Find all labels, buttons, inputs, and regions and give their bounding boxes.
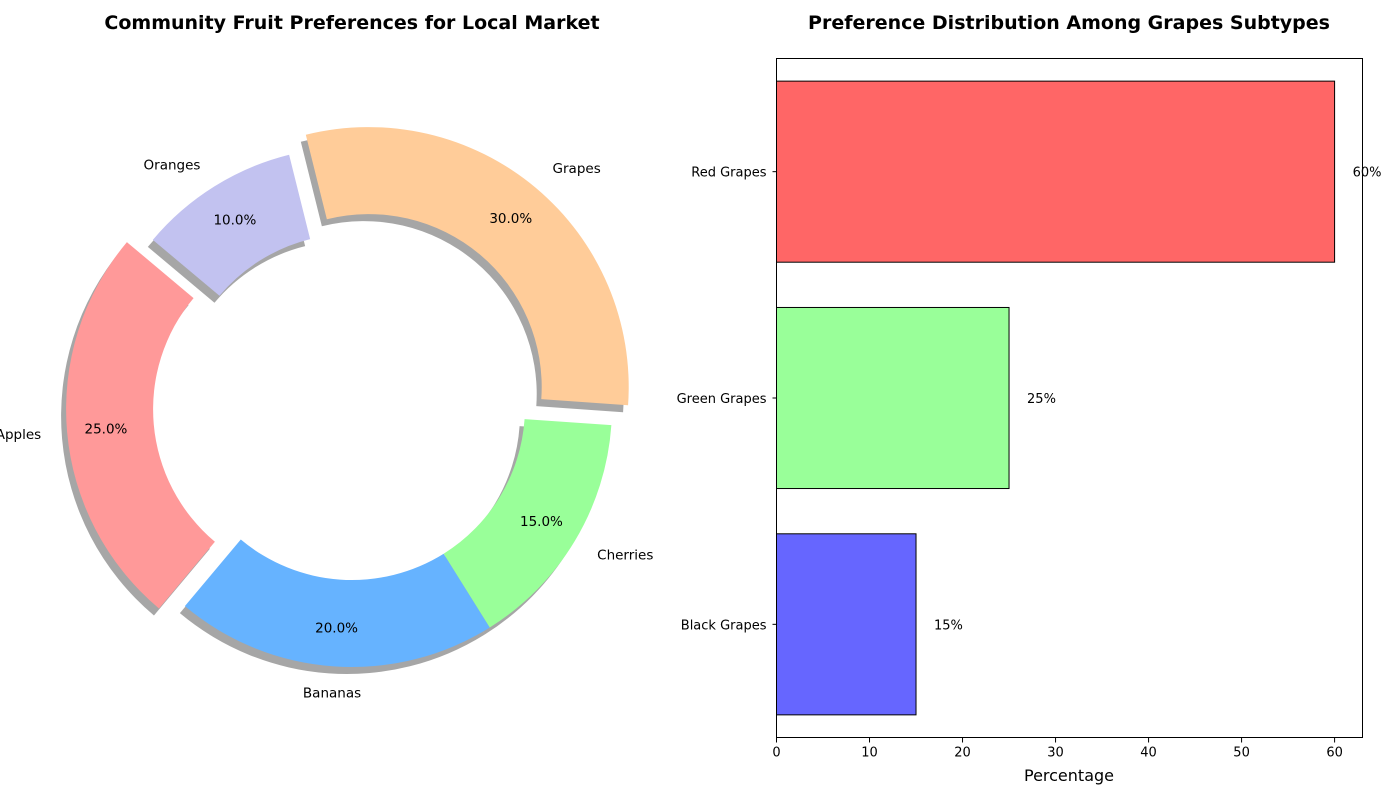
bar-x-tick-label-40: 40 <box>1140 746 1157 761</box>
bar-chart-title: Preference Distribution Among Grapes Sub… <box>808 12 1330 34</box>
bar-category-label-black-grapes: Black Grapes <box>681 618 767 633</box>
pie-pct-label-grapes: 30.0% <box>489 211 532 227</box>
pie-slice-bananas <box>184 539 490 667</box>
bar-x-tick-label-60: 60 <box>1326 746 1343 761</box>
pie-slice-grapes <box>305 127 629 406</box>
bar-x-tick-label-50: 50 <box>1233 746 1250 761</box>
bar-category-labels: Red Grapes Green Grapes Black Grapes <box>677 166 777 633</box>
bar-bars <box>776 80 1336 716</box>
bar-x-tick-label-20: 20 <box>954 746 971 761</box>
pie-labels: Apples 25.0% Bananas 20.0% Cherries 15.0% Grap… <box>0 157 653 701</box>
bar-chart: Preference Distribution Among Grapes Sub… <box>677 12 1382 785</box>
pie-label-oranges: Oranges <box>144 157 201 173</box>
bar-x-tick-label-30: 30 <box>1047 746 1064 761</box>
bar-category-label-green-grapes: Green Grapes <box>677 392 767 407</box>
pie-pct-label-oranges: 10.0% <box>213 213 256 229</box>
pie-pct-label-cherries: 15.0% <box>520 514 563 530</box>
pie-pct-label-bananas: 20.0% <box>315 620 358 636</box>
pie-label-apples: Apples <box>0 427 41 443</box>
pie-slice-apples <box>66 242 215 609</box>
pie-label-grapes: Grapes <box>553 161 601 177</box>
bar-x-tick-label-10: 10 <box>861 746 878 761</box>
bar-value-labels: 60% 25% 15% <box>934 166 1381 634</box>
bar-red-grapes <box>776 80 1336 263</box>
bar-x-ticks: 0 10 20 30 40 50 60 <box>772 737 1343 761</box>
pie-chart-title: Community Fruit Preferences for Local Ma… <box>104 12 599 34</box>
pie-slices <box>66 127 629 667</box>
bar-x-tick-label-0: 0 <box>772 746 780 761</box>
bar-value-label-red-grapes: 60% <box>1353 166 1382 181</box>
pie-pct-label-apples: 25.0% <box>84 422 127 438</box>
pie-slice-oranges <box>152 154 311 296</box>
bar-green-grapes <box>776 306 1010 490</box>
bar-category-label-red-grapes: Red Grapes <box>691 166 766 181</box>
pie-label-cherries: Cherries <box>597 547 653 563</box>
bar-black-grapes <box>776 533 917 716</box>
pie-chart: Community Fruit Preferences for Local Ma… <box>0 12 653 701</box>
bar-x-axis-label: Percentage <box>1024 766 1114 785</box>
bar-value-label-green-grapes: 25% <box>1027 392 1056 407</box>
bar-value-label-black-grapes: 15% <box>934 618 963 633</box>
pie-label-bananas: Bananas <box>303 685 361 701</box>
pie-slice-cherries <box>443 419 612 628</box>
